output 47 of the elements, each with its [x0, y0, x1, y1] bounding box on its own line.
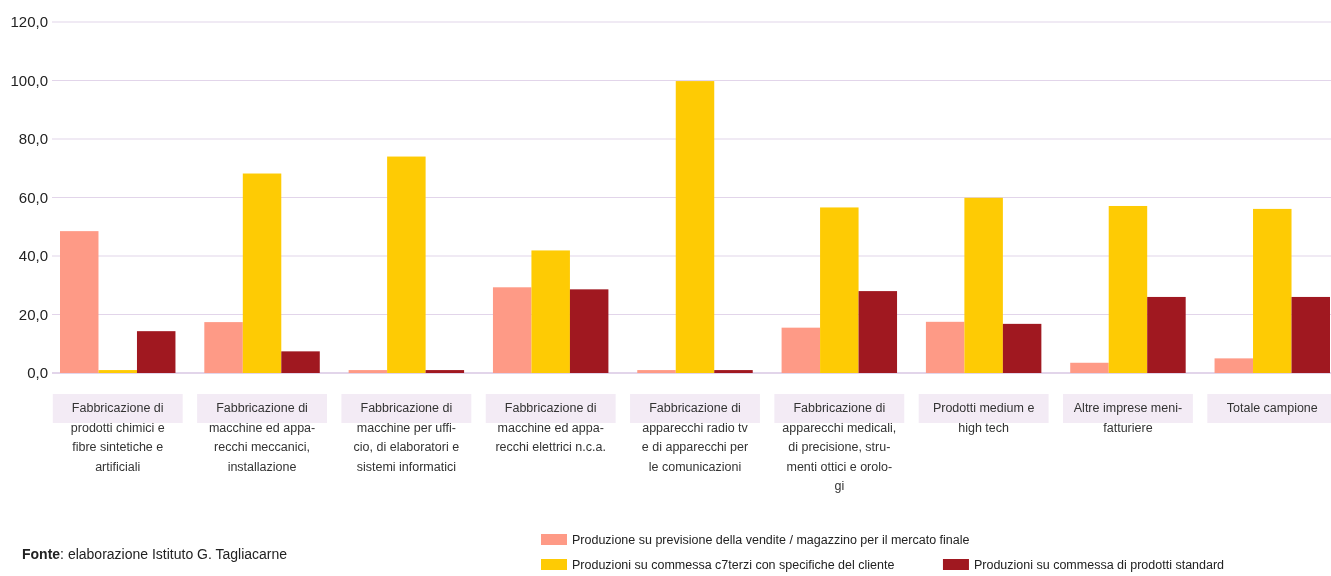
- legend-label: Produzione su previsione della vendite / magazzino per il mercato finale: [572, 533, 970, 548]
- legend-label: Produzioni su commessa di prodotti standard: [973, 558, 1225, 573]
- x-tick-label: Fabbricazione di prodotti chimici e fibre sintetiche e artificiali: [70, 401, 165, 474]
- source-note: Fonte: elaborazione Istituto G. Tagliacarne: [22, 545, 288, 562]
- bar: [492, 287, 532, 373]
- bar: [858, 291, 898, 373]
- bar: [820, 207, 859, 373]
- x-tick-label: Fabbricazione di apparecchi medicali, di precisione, stru- menti ottici e orolo- gi: [782, 401, 897, 493]
- bar: [425, 370, 465, 373]
- bar: [964, 197, 1003, 373]
- y-tick-label: 40,0: [18, 247, 48, 265]
- bar: [348, 370, 388, 373]
- bar: [781, 327, 821, 373]
- x-tick-label: Fabbricazione di macchine ed appa- recchi meccanici, installazione: [208, 401, 316, 474]
- bar: [569, 289, 609, 373]
- bar: [1147, 296, 1186, 373]
- x-tick-label: Altre imprese meni- fatturiere: [1073, 401, 1183, 435]
- x-tick-label: Fabbricazione di apparecchi radio tv e di apparecchi per le comunicazioni: [641, 401, 749, 474]
- y-tick-label: 80,0: [18, 130, 48, 148]
- bar: [1291, 296, 1330, 373]
- legend-label: Produzioni su commessa c7terzi con specifiche del cliente: [572, 558, 895, 573]
- y-tick-label: 100,0: [10, 71, 48, 89]
- bar: [1253, 208, 1292, 373]
- bar: [1070, 362, 1109, 373]
- bar: [637, 370, 676, 373]
- y-tick-label: 60,0: [18, 188, 48, 206]
- bar: [531, 250, 570, 373]
- x-tick-label: Totale campione: [1226, 401, 1318, 415]
- x-tick-label: Fabbricazione di macchine ed appa- recchi elettrici n.c.a.: [495, 401, 606, 454]
- bar: [714, 370, 753, 373]
- bar: [204, 322, 243, 373]
- bar: [387, 156, 426, 373]
- bar: [242, 173, 282, 373]
- bar: [925, 321, 965, 373]
- x-tick-label: Prodotti medium e high tech: [932, 401, 1035, 435]
- bar: [1002, 323, 1042, 373]
- bar: [136, 331, 176, 373]
- bar: [1108, 205, 1148, 373]
- x-tick-label: Fabbricazione di macchine per uffi- cio, di elaboratori e sistemi informatici: [353, 401, 460, 474]
- bar: [60, 231, 99, 373]
- bar: [675, 81, 715, 373]
- y-tick-label: 20,0: [18, 305, 48, 323]
- bar: [1214, 358, 1254, 373]
- y-tick-label: 0,0: [27, 364, 48, 382]
- y-tick-label: 120,0: [10, 13, 48, 31]
- bar: [98, 370, 137, 373]
- bar: [281, 351, 320, 373]
